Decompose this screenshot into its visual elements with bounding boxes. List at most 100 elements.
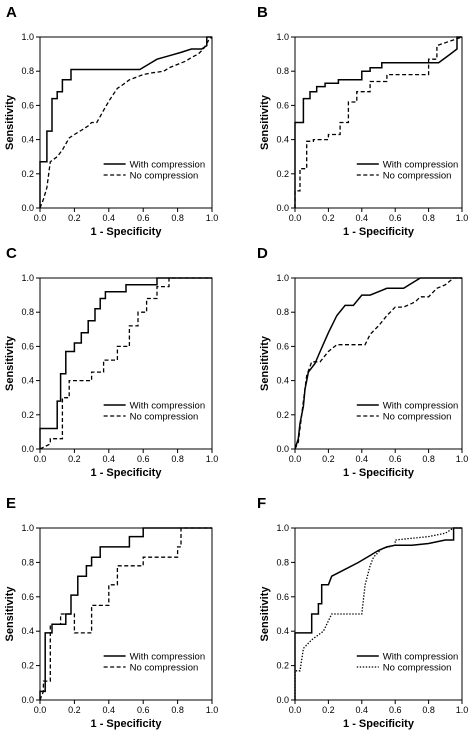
x-tick-label: 0.8 [171, 454, 184, 464]
x-axis-label: 1 - Specificity [343, 226, 415, 238]
y-tick-label: 0.6 [276, 100, 289, 110]
series-line-with-compression [39, 36, 212, 208]
x-tick-label: 0.0 [289, 454, 302, 464]
legend-label: No compression [383, 412, 452, 423]
y-tick-label: 0.0 [21, 444, 34, 454]
y-tick-label: 0.0 [276, 695, 289, 705]
y-tick-label: 0.0 [276, 203, 289, 213]
x-tick-label: 0.0 [34, 705, 47, 715]
x-axis-label: 1 - Specificity [343, 718, 415, 730]
legend-label: No compression [130, 663, 199, 674]
y-tick-label: 0.6 [21, 100, 34, 110]
panel-letter: F [257, 495, 266, 512]
legend-label: With compression [383, 652, 459, 663]
x-tick-label: 0.4 [356, 705, 369, 715]
x-tick-label: 1.0 [206, 705, 219, 715]
x-tick-label: 1.0 [206, 454, 219, 464]
legend-label: No compression [383, 171, 452, 182]
y-tick-label: 0.4 [276, 376, 289, 386]
series-line-with-compression [39, 277, 212, 449]
y-tick-label: 0.4 [276, 626, 289, 636]
x-axis-label: 1 - Specificity [91, 718, 163, 730]
x-tick-label: 0.6 [137, 705, 150, 715]
x-tick-label: 0.6 [137, 213, 150, 223]
x-tick-label: 0.8 [171, 213, 184, 223]
y-tick-label: 0.0 [21, 203, 34, 213]
y-tick-label: 1.0 [276, 32, 289, 42]
panel-letter: E [6, 495, 16, 512]
legend-label: No compression [383, 663, 452, 674]
y-tick-label: 0.8 [276, 66, 289, 76]
x-tick-label: 0.6 [389, 213, 402, 223]
legend-label: With compression [383, 160, 459, 171]
x-tick-label: 0.6 [389, 705, 402, 715]
x-tick-label: 1.0 [206, 213, 219, 223]
panel-letter: B [257, 4, 268, 21]
x-tick-label: 0.0 [289, 213, 302, 223]
y-tick-label: 0.8 [276, 307, 289, 317]
series-line-no-compression [39, 277, 212, 450]
roc-panel-f: F 0.0 0.2 0.4 0.6 0.8 1.0 0.0 0.2 0.4 0.6 0.8 1.0 1 -… [257, 495, 468, 730]
y-axis-label: Sensitivity [4, 94, 16, 150]
legend-label: No compression [130, 412, 199, 423]
legend-label: With compression [130, 652, 206, 663]
roc-panel-b: B 0.0 0.2 0.4 0.6 0.8 1.0 0.0 0.2 0.4 0.6 0.8 1.0 1 -… [257, 4, 468, 238]
y-tick-label: 0.6 [276, 592, 289, 602]
x-tick-label: 0.8 [171, 705, 184, 715]
y-tick-label: 0.2 [276, 661, 289, 671]
series-line-no-compression [39, 527, 212, 701]
plot-frame [39, 277, 213, 450]
y-tick-label: 0.4 [21, 376, 34, 386]
roc-panel-a: A 0.0 0.2 0.4 0.6 0.8 1.0 0.0 0.2 0.4 0.6 0.8 1.0 1 -… [4, 4, 218, 238]
series-line-no-compression [39, 36, 213, 209]
x-tick-label: 0.4 [356, 213, 369, 223]
panel-letter: A [6, 4, 17, 21]
x-tick-label: 0.2 [68, 454, 81, 464]
x-tick-label: 0.0 [34, 213, 47, 223]
y-tick-label: 1.0 [21, 32, 34, 42]
x-tick-label: 0.2 [322, 454, 335, 464]
y-axis-label: Sensitivity [4, 335, 16, 391]
legend-label: With compression [383, 401, 459, 412]
x-axis-label: 1 - Specificity [91, 226, 163, 238]
roc-panel-e: E 0.0 0.2 0.4 0.6 0.8 1.0 0.0 0.2 0.4 0.6 0.8 1.0 1 -… [4, 495, 218, 730]
x-tick-label: 0.4 [103, 213, 116, 223]
y-tick-label: 0.8 [276, 557, 289, 567]
x-tick-label: 1.0 [456, 454, 469, 464]
y-axis-label: Sensitivity [259, 586, 271, 642]
panel-letter: D [257, 245, 268, 262]
plot-frame [294, 527, 463, 701]
y-tick-label: 0.4 [21, 135, 34, 145]
x-tick-label: 0.4 [103, 705, 116, 715]
y-tick-label: 0.2 [21, 410, 34, 420]
y-tick-label: 0.4 [21, 626, 34, 636]
x-tick-label: 0.8 [422, 705, 435, 715]
y-tick-label: 0.2 [21, 169, 34, 179]
x-tick-label: 1.0 [456, 213, 469, 223]
y-tick-label: 0.2 [21, 661, 34, 671]
y-tick-label: 1.0 [276, 273, 289, 283]
y-tick-label: 0.8 [21, 307, 34, 317]
series-line-with-compression [294, 36, 462, 208]
plot-frame [39, 527, 213, 701]
y-tick-label: 0.2 [276, 169, 289, 179]
series-line-with-compression [294, 527, 462, 700]
y-axis-label: Sensitivity [259, 94, 271, 150]
x-axis-label: 1 - Specificity [91, 467, 163, 479]
panel-letter: C [6, 245, 17, 262]
x-tick-label: 0.8 [422, 213, 435, 223]
x-tick-label: 0.6 [389, 454, 402, 464]
y-tick-label: 1.0 [21, 523, 34, 533]
x-tick-label: 0.4 [103, 454, 116, 464]
series-line-no-compression [294, 36, 463, 208]
x-tick-label: 0.2 [322, 213, 335, 223]
x-tick-label: 0.6 [137, 454, 150, 464]
y-axis-label: Sensitivity [4, 586, 16, 642]
y-tick-label: 0.4 [276, 135, 289, 145]
y-tick-label: 0.6 [276, 341, 289, 351]
